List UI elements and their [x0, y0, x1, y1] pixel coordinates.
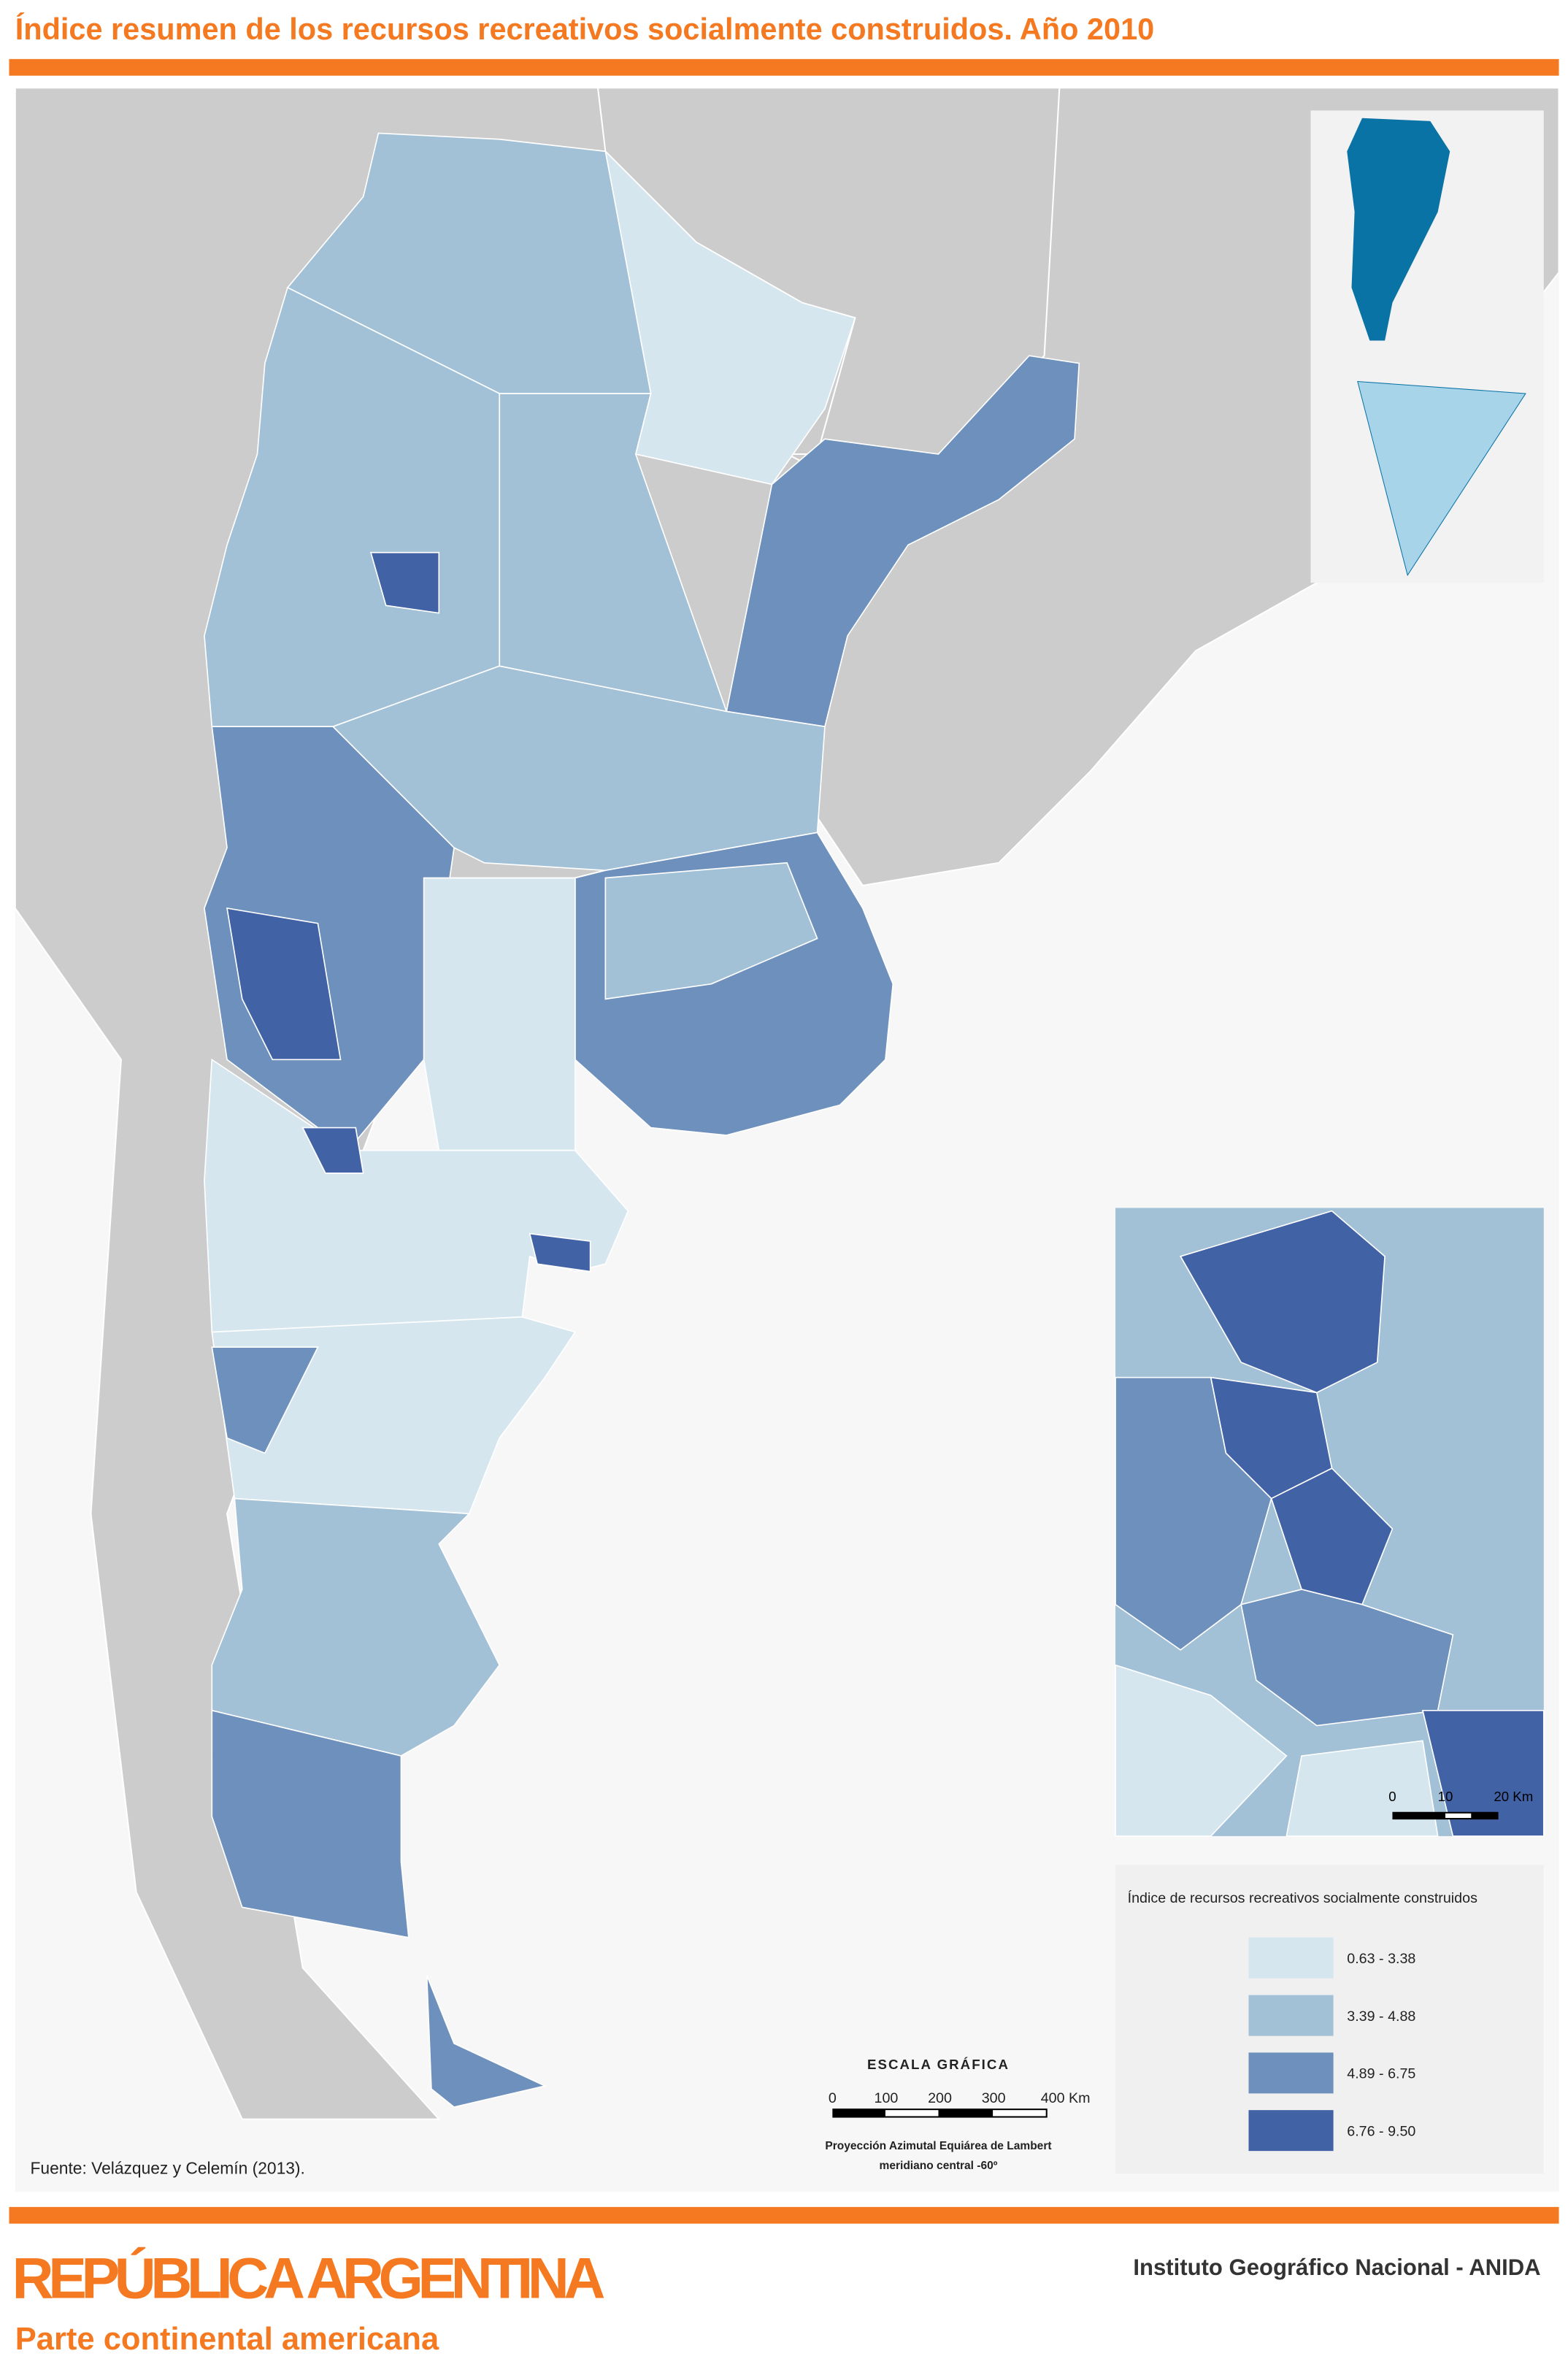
region [529, 1232, 591, 1273]
legend-swatch [1248, 1937, 1334, 1979]
region [369, 551, 440, 614]
legend-swatch [1248, 2052, 1334, 2094]
title: Índice resumen de los recursos recreativ… [15, 12, 1154, 46]
scale-label: 300 [982, 2090, 1006, 2106]
footer-subtitle: Parte continental americana [15, 2322, 439, 2357]
institution: Instituto Geográfico Nacional - ANIDA [1133, 2255, 1540, 2280]
scale-label: 200 [928, 2090, 952, 2106]
region [211, 1709, 410, 1938]
source: Fuente: Velázquez y Celemín (2013). [30, 2158, 304, 2177]
legend-label: 6.76 - 9.50 [1347, 2123, 1415, 2139]
legend-label: 4.89 - 6.75 [1347, 2066, 1415, 2082]
scale-title: ESCALA GRÁFICA [867, 2057, 1010, 2072]
scale-labels: 0 100 200 300 400 Km [829, 2090, 1091, 2106]
region [1179, 1210, 1386, 1394]
legend-swatch [1248, 1995, 1334, 2036]
projection: meridiano central -60º [880, 2160, 998, 2172]
scale-label: 400 Km [1041, 2090, 1091, 2106]
region [1115, 1664, 1288, 1837]
region [1285, 1740, 1439, 1837]
region [204, 286, 501, 728]
region [426, 1975, 547, 2108]
region [604, 862, 818, 1000]
region [226, 907, 342, 1061]
region [1240, 1589, 1454, 1727]
scale-bar [885, 2110, 939, 2117]
region [301, 1127, 364, 1174]
argentina [204, 132, 1080, 2108]
legend-items: 0.63 - 3.38 3.39 - 4.88 4.89 - 6.75 6.76 - … [1248, 1937, 1415, 2152]
locator-antarctica [1357, 380, 1526, 577]
footer-title: REPÚBLICA ARGENTINA [12, 2246, 606, 2310]
inset-scale-bar [1445, 1813, 1472, 1819]
scale-label: 0 [829, 2090, 837, 2106]
footer-bar [9, 2206, 1559, 2224]
legend-title: Índice de recursos recreativos socialmen… [1128, 1889, 1477, 1906]
legend-label: 0.63 - 3.38 [1347, 1951, 1415, 1967]
scale-bar [993, 2110, 1046, 2117]
header-bar [9, 58, 1559, 76]
region [423, 877, 576, 1151]
inset-scale-label: 20 Km [1494, 1789, 1533, 1804]
projection: Proyección Azimutal Equiárea de Lambert [825, 2140, 1051, 2152]
inset-scale-label: 10 [1438, 1789, 1453, 1804]
locator-argentina [1347, 118, 1450, 341]
region [1270, 1467, 1394, 1605]
scale-label: 100 [875, 2090, 899, 2106]
region [1115, 1376, 1272, 1651]
inset-scale-label: 0 [1388, 1789, 1396, 1804]
legend-swatch [1248, 2110, 1334, 2152]
zoom-inset [1115, 1208, 1545, 1837]
region [1421, 1709, 1545, 1837]
legend-label: 3.39 - 4.88 [1347, 2008, 1415, 2025]
region [211, 1497, 501, 1757]
region [211, 1346, 319, 1454]
